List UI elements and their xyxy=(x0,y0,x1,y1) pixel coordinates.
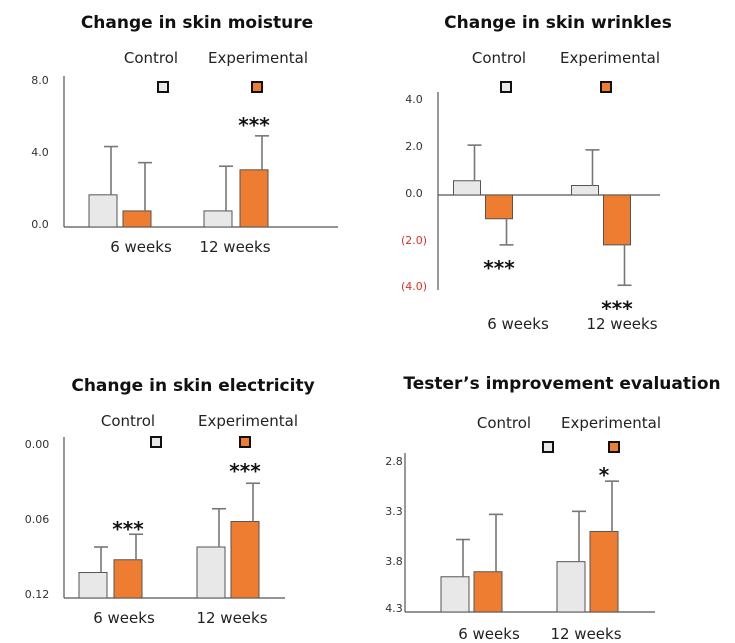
chart-title: Change in skin electricity xyxy=(71,376,314,396)
chart-title: Change in skin wrinkles xyxy=(444,13,672,33)
experimental-bar xyxy=(113,559,143,599)
x-category-label: 12 weeks xyxy=(586,315,657,333)
experimental-bar xyxy=(485,194,513,220)
y-tick-label: 8.0 xyxy=(31,74,49,87)
legend-label: Experimental xyxy=(198,412,298,430)
chart-title: Tester’s improvement evaluation xyxy=(403,374,720,394)
legend-label: Experimental xyxy=(561,414,661,432)
y-tick-label: 3.8 xyxy=(385,555,403,568)
legend-square-icon xyxy=(600,81,612,93)
chart-title: Change in skin moisture xyxy=(81,13,313,33)
legend-label: Control xyxy=(101,412,155,430)
legend-label: Experimental xyxy=(208,49,308,67)
legend-square-icon xyxy=(608,441,620,453)
significance-label: *** xyxy=(601,296,633,320)
control-bar xyxy=(203,210,233,228)
control-bar xyxy=(571,185,599,196)
experimental-bar xyxy=(589,530,619,613)
legend-square-icon xyxy=(542,441,554,453)
significance-label: * xyxy=(599,463,610,487)
experimental-bar xyxy=(230,521,260,599)
control-bar xyxy=(453,180,481,196)
experimental-bar xyxy=(473,571,503,613)
x-category-label: 12 weeks xyxy=(550,625,621,643)
y-tick-label: 3.3 xyxy=(385,505,403,518)
legend-label: Control xyxy=(472,49,526,67)
legend-square-icon xyxy=(150,436,162,448)
control-bar xyxy=(440,576,470,613)
chart-panel: Tester’s improvement evaluation Control Ex… xyxy=(385,374,720,643)
chart-panel: Change in skin moisture Control Experiment… xyxy=(31,13,338,256)
y-tick-label: 0.00 xyxy=(25,438,50,451)
control-bar xyxy=(196,546,226,599)
legend-square-icon xyxy=(157,81,169,93)
legend-label: Experimental xyxy=(560,49,660,67)
y-tick-label: (2.0) xyxy=(401,234,427,247)
y-tick-label: 2.0 xyxy=(405,140,423,153)
x-category-label: 12 weeks xyxy=(199,238,270,256)
control-bar xyxy=(78,572,108,599)
chart-panel: Change in skin wrinkles Control Experiment… xyxy=(401,13,672,333)
experimental-bar xyxy=(239,169,269,228)
y-tick-label: 0.0 xyxy=(31,218,49,231)
x-category-label: 6 weeks xyxy=(110,238,172,256)
significance-label: *** xyxy=(229,459,261,483)
legend-square-icon xyxy=(239,436,251,448)
y-tick-label: 0.12 xyxy=(25,588,50,601)
experimental-bar xyxy=(122,210,152,228)
significance-label: *** xyxy=(238,113,270,137)
legend-square-icon xyxy=(251,81,263,93)
y-tick-label: 2.8 xyxy=(385,455,403,468)
legend-label: Control xyxy=(124,49,178,67)
x-category-label: 12 weeks xyxy=(196,609,267,627)
control-bar xyxy=(88,194,118,228)
legend-label: Control xyxy=(477,414,531,432)
y-tick-label: 4.0 xyxy=(405,93,423,106)
y-tick-label: 0.06 xyxy=(25,513,50,526)
experimental-bar xyxy=(603,194,631,246)
significance-label: *** xyxy=(483,256,515,280)
x-category-label: 6 weeks xyxy=(487,315,549,333)
y-tick-label: 0.0 xyxy=(405,187,423,200)
x-category-label: 6 weeks xyxy=(458,625,520,643)
y-tick-label: 4.3 xyxy=(385,602,403,615)
significance-label: *** xyxy=(112,517,144,541)
legend-square-icon xyxy=(500,81,512,93)
y-tick-label: 4.0 xyxy=(31,146,49,159)
control-bar xyxy=(556,561,586,613)
y-tick-label: (4.0) xyxy=(401,280,427,293)
x-category-label: 6 weeks xyxy=(93,609,155,627)
chart-panel: Change in skin electricity Control Experim… xyxy=(25,376,315,627)
